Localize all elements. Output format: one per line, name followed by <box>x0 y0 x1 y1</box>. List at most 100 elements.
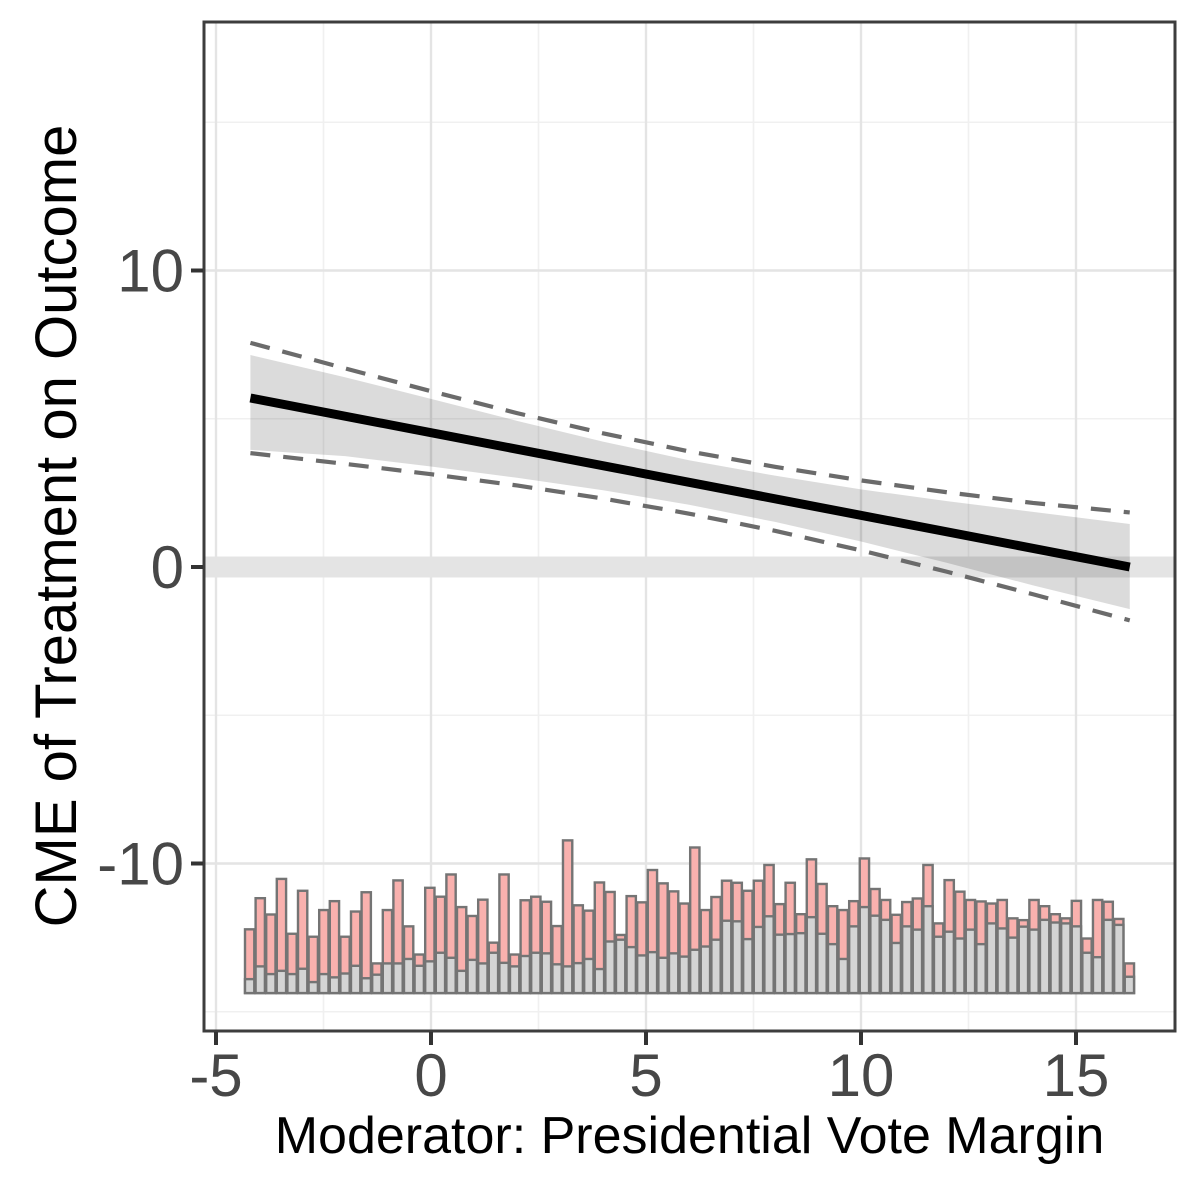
ci-upper-dashed-line <box>249 340 1130 515</box>
histogram-bar-control <box>498 961 510 995</box>
histogram-bar-control <box>529 951 542 995</box>
histogram-bar-control <box>826 942 839 995</box>
histogram-bar-control <box>763 915 775 995</box>
panel-border <box>202 20 1177 1033</box>
histogram-bar-control <box>922 904 934 995</box>
histogram-bar-control <box>710 938 722 995</box>
histogram-bar-control <box>1081 951 1093 995</box>
histogram-bar-control <box>688 948 701 995</box>
histogram-bar-control <box>370 973 383 995</box>
x-tick-label: 5 <box>629 1042 662 1109</box>
histogram-bar-control <box>1049 921 1062 995</box>
histogram-bar-control <box>392 962 404 995</box>
histogram-bar-control <box>307 980 320 995</box>
histogram-bar-control <box>816 932 828 995</box>
y-axis-title: CME of Treatment on Outcome <box>24 124 89 928</box>
histogram-bar-control <box>1017 925 1030 995</box>
ci-lower-dashed-line <box>250 451 1131 623</box>
histogram-bar-control <box>381 962 394 995</box>
histogram-bar-control <box>349 964 362 995</box>
x-tick-label: -5 <box>189 1042 242 1109</box>
histogram-bar-control <box>572 961 585 995</box>
histogram-bar-control <box>625 945 638 995</box>
histogram-bar-control <box>1038 918 1051 995</box>
histogram-bar-control <box>1059 922 1072 995</box>
histogram-bar-control <box>996 927 1009 995</box>
histogram-bar-control <box>604 940 616 995</box>
histogram-bar-control <box>752 925 765 995</box>
histogram-bar-control <box>328 976 341 995</box>
histogram-bar-control <box>975 942 987 995</box>
x-tick-label: 10 <box>828 1042 895 1109</box>
histogram-bar-control <box>858 905 871 995</box>
histogram-bar-control <box>413 964 426 995</box>
histogram-bar-control <box>264 972 277 995</box>
histogram-bar-control <box>837 957 850 995</box>
y-tick-label: 10 <box>117 238 184 305</box>
histogram-bar-control <box>1006 936 1019 995</box>
histogram-bar-control <box>985 922 998 995</box>
histogram-bar-control <box>593 967 606 995</box>
histogram-bar-control <box>741 937 754 995</box>
y-tick-label: -10 <box>97 831 184 898</box>
histogram-bar-control <box>434 951 447 995</box>
histogram-bar-control <box>784 932 797 995</box>
histogram-bar-control <box>445 956 457 995</box>
x-tick-label: 0 <box>414 1042 447 1109</box>
histogram-bar-control <box>402 957 415 995</box>
histogram-bar-control <box>243 977 256 995</box>
histogram-bar-control <box>455 969 468 995</box>
histogram-bar-control <box>900 925 913 995</box>
histogram-bar-control <box>275 969 288 995</box>
histogram-bar-control <box>339 972 351 995</box>
histogram-bar-control <box>519 954 532 995</box>
histogram-bar-control <box>879 918 892 995</box>
cme-line <box>249 393 1131 572</box>
histogram-bar-control <box>476 962 489 995</box>
histogram-bar-control <box>540 952 553 995</box>
histogram-bar-control <box>699 945 712 995</box>
y-tick-label: 0 <box>151 534 184 601</box>
histogram-bar-control <box>1070 925 1083 995</box>
histogram-bar-control <box>582 957 595 995</box>
histogram-bar-control <box>805 915 818 995</box>
histogram-bar-control <box>423 960 436 995</box>
histogram-bar-control <box>254 965 267 995</box>
x-tick-label: 15 <box>1043 1042 1110 1109</box>
histogram-bar-control <box>911 928 924 995</box>
histogram-bar-control <box>1102 918 1115 995</box>
histogram-bar-control <box>943 930 956 995</box>
histogram-bar-control <box>317 972 330 995</box>
histogram-bar-control <box>890 941 903 995</box>
histogram-bar-control <box>466 958 479 995</box>
zero-reference-line <box>204 556 1175 578</box>
histogram-bar-control <box>635 954 648 995</box>
histogram-bar-control <box>657 956 669 995</box>
histogram-bar-control <box>847 925 860 995</box>
histogram-bar-control <box>1091 955 1104 995</box>
histogram-bar-control <box>794 931 807 995</box>
histogram-bar-control <box>953 937 966 995</box>
histogram-bar-control <box>1028 928 1040 995</box>
histogram-bar-control <box>667 952 680 995</box>
x-axis-title: Moderator: Presidential Vote Margin <box>274 1107 1105 1165</box>
histogram-bar-control <box>360 977 373 995</box>
histogram-bar-control <box>678 955 691 995</box>
histogram-bar-control <box>286 972 298 995</box>
histogram-bar-control <box>731 920 744 995</box>
histogram-bar-control <box>296 967 309 995</box>
histogram-bar-control <box>932 935 945 995</box>
histogram-bar-control <box>720 919 733 995</box>
histogram-bar-control <box>561 965 574 995</box>
histogram-bar-control <box>1123 975 1136 995</box>
histogram-bar-control <box>487 951 500 995</box>
histogram-bar-control <box>869 914 881 995</box>
histogram-bar-control <box>614 938 627 995</box>
histogram-bar-control <box>773 933 786 995</box>
histogram-bar-control <box>964 928 977 995</box>
histogram-bar-control <box>508 965 521 995</box>
histogram-bar-control <box>646 950 659 995</box>
histogram-bar-control <box>1112 923 1125 995</box>
